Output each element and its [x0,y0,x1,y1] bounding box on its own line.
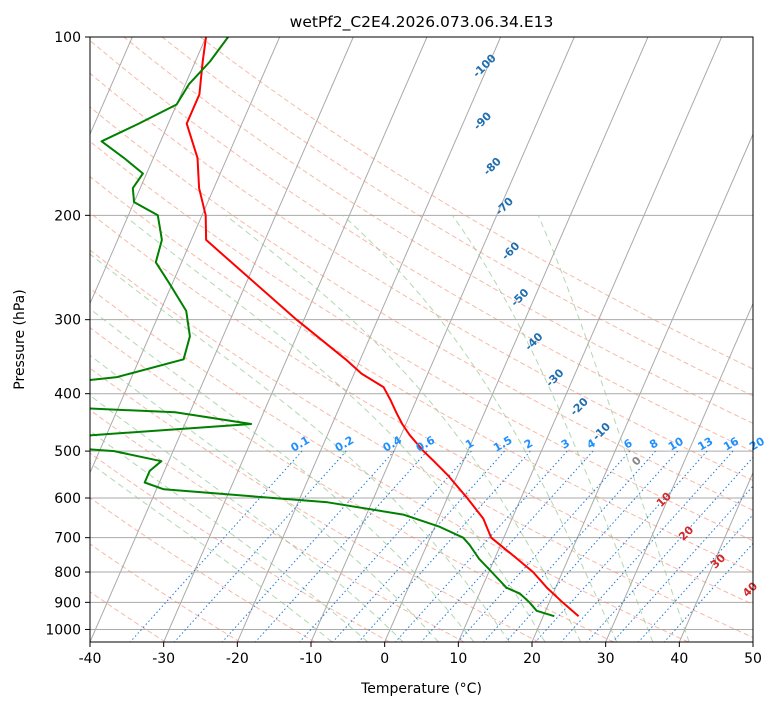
mixing-ratio-line [457,450,631,642]
x-tick-label: -40 [79,651,102,667]
y-tick-label: 100 [54,30,81,46]
isotherm-line [236,37,502,642]
dry-adiabat-line [90,287,689,642]
isotherm-line [310,37,575,642]
mixing-ratio-line [663,542,753,642]
isotherm-line [531,132,753,642]
dry-adiabat-line [90,176,753,573]
moist-adiabat-line [451,215,654,642]
isotherm-line [457,37,723,642]
chart-title: wetPf2_C2E4.2026.073.06.34.E13 [290,13,554,32]
isotherm-line [384,37,649,642]
sounding-series [90,37,580,618]
isotherm-line [90,37,281,474]
x-tick-label: 20 [523,651,541,667]
mixing-ratio-line [358,450,531,642]
dry-adiabat-line [90,452,390,642]
reference-lines [90,37,753,642]
moist-adiabat-line [342,214,618,642]
mixing-ratio-line [129,450,303,642]
x-axis-label: Temperature (°C) [360,681,482,697]
x-tick-label: -30 [152,651,175,667]
dry-adiabat-line [90,249,753,639]
dewpoint-profile-line [90,37,555,618]
isotherm-line [90,37,207,305]
dry-adiabat-line [161,37,753,397]
dry-adiabat-line [90,39,753,453]
x-tick-label: -10 [300,651,323,667]
mixing-ratio-line [483,450,656,642]
y-tick-label: 300 [54,313,81,329]
y-tick-label: 400 [54,387,81,403]
isotherm-line [678,471,753,642]
y-tick-label: 500 [54,444,81,460]
mixing-ratio-label: 25 [773,435,775,454]
moist-adiabat-line [90,394,404,642]
x-tick-label: 0 [380,651,389,667]
dry-adiabat-line [90,409,465,642]
moist-adiabat-line [90,462,333,642]
dry-adiabat-line [123,37,753,424]
moist-adiabat-line [537,215,690,642]
mixing-ratio-line [612,485,753,642]
mixing-ratio-line [332,450,505,642]
plot-frame [89,36,754,643]
mixing-ratio-line [420,450,594,642]
mixing-ratio-line [395,450,568,642]
dry-adiabat-line [90,497,315,642]
mixing-ratio-line [221,450,395,642]
dry-adiabat-line [90,591,166,642]
y-tick-label: 800 [54,565,81,581]
x-tick-label: -20 [226,651,249,667]
mixing-ratio-line [505,450,679,642]
x-tick-label: 50 [744,651,762,667]
y-tick-label: 600 [54,491,81,507]
mixing-ratio-line [299,450,472,642]
temperature-profile-line [185,37,580,617]
moist-adiabat-line [90,308,475,642]
moist-adiabat-line [90,253,510,642]
x-tick-label: 40 [670,651,688,667]
mixing-ratio-line [174,450,347,642]
dry-adiabat-line [199,37,753,370]
y-tick-label: 900 [54,595,81,611]
mixing-ratio-line [586,456,753,642]
dry-adiabat-line [90,367,540,642]
mixing-ratio-line [560,450,734,642]
x-tick-label: 10 [449,651,467,667]
isotherm-line [605,302,753,642]
isotherm-line [163,37,428,642]
moist-adiabat-line [225,214,582,642]
moist-adiabat-line [90,354,439,642]
y-tick-label: 700 [54,531,81,547]
dry-adiabat-line [90,140,753,542]
axis-ticks: -40 -30 -20 -10 0 10 20 30 40 50 100 200 300 400 500 60… [45,30,762,667]
mixing-ratio-line [534,450,708,642]
y-axis-label: Pressure (hPa) [12,289,28,389]
y-tick-label: 200 [54,208,81,224]
mixing-ratio-line [638,514,753,642]
isotherm-line [90,37,354,642]
x-tick-label: 30 [597,651,615,667]
dry-adiabat-line [90,106,753,511]
y-tick-label: 1000 [45,622,81,638]
moist-adiabat-line [123,214,546,642]
mixing-ratio-line [255,450,428,642]
